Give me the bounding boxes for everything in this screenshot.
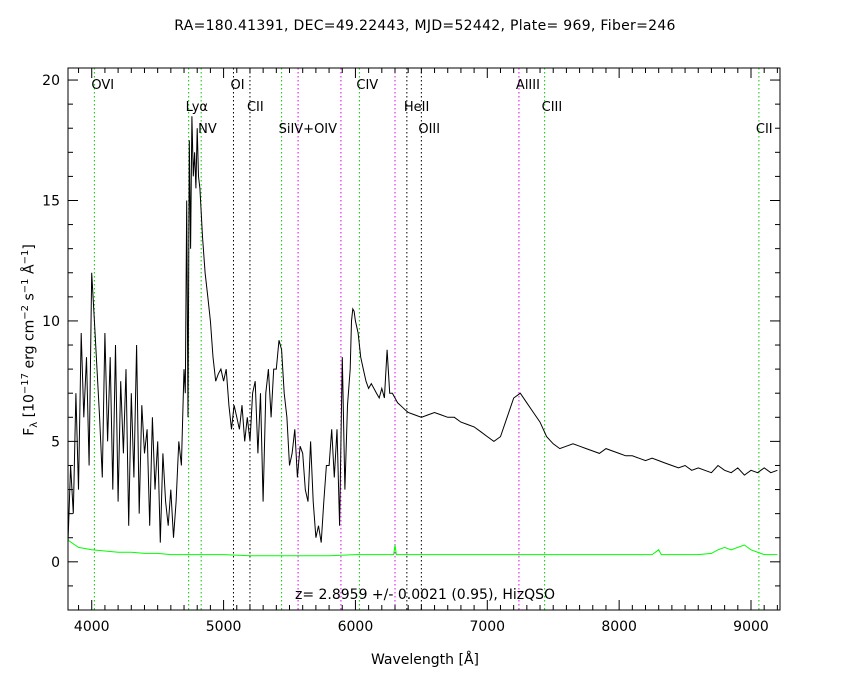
y-tick-label: 5 xyxy=(51,434,60,450)
x-tick-label: 9000 xyxy=(733,619,769,635)
emission-line-label: CIII xyxy=(542,100,563,115)
emission-line-markers xyxy=(93,68,760,610)
emission-line-label: CIV xyxy=(356,78,378,93)
spectrum-series xyxy=(67,116,778,557)
y-tick-label: 15 xyxy=(42,193,60,209)
emission-line-label: OI xyxy=(230,78,244,93)
flux-line xyxy=(67,116,778,543)
y-axis-label-wrap: Fλ [10−17 erg cm−2 s−1 Å−1] xyxy=(10,200,50,480)
y-tick-label: 10 xyxy=(42,314,60,330)
emission-line-label: OIII xyxy=(418,122,440,137)
chart-title: RA=180.41391, DEC=49.22443, MJD=52442, P… xyxy=(174,18,676,34)
x-tick-label: 8000 xyxy=(601,619,637,635)
emission-line-label: SiIV+OIV xyxy=(279,122,338,137)
emission-line-labels: OVILyαNVOICIISiIV+OIVCIVHeIIOIIIAlIIICII… xyxy=(91,78,772,137)
emission-line-label: Lyα xyxy=(186,100,208,115)
redshift-annotation: z= 2.8959 +/- 0.0021 (0.95), HizQSO xyxy=(294,587,556,603)
emission-line-label: CII xyxy=(756,122,773,137)
axis-ticks: 4000 5000 6000 7000 8000 9000 0 5 10 15 20 xyxy=(42,68,780,635)
y-axis-label: Fλ [10−17 erg cm−2 s−1 Å−1] xyxy=(19,244,41,436)
y-tick-label: 0 xyxy=(51,555,60,571)
y-tick-label: 20 xyxy=(42,73,60,89)
emission-line-label: CII xyxy=(247,100,264,115)
plot-frame xyxy=(67,67,781,611)
emission-line-label: NV xyxy=(198,122,217,137)
emission-line-label: HeII xyxy=(404,100,429,115)
x-tick-label: 5000 xyxy=(206,619,242,635)
emission-line-label: OVI xyxy=(91,78,114,93)
error-line xyxy=(67,539,778,557)
x-axis-label: Wavelength [Å] xyxy=(370,652,479,668)
x-tick-label: 6000 xyxy=(338,619,374,635)
emission-line-label: AlIII xyxy=(516,78,540,93)
x-tick-label: 7000 xyxy=(469,619,505,635)
x-tick-label: 4000 xyxy=(74,619,110,635)
